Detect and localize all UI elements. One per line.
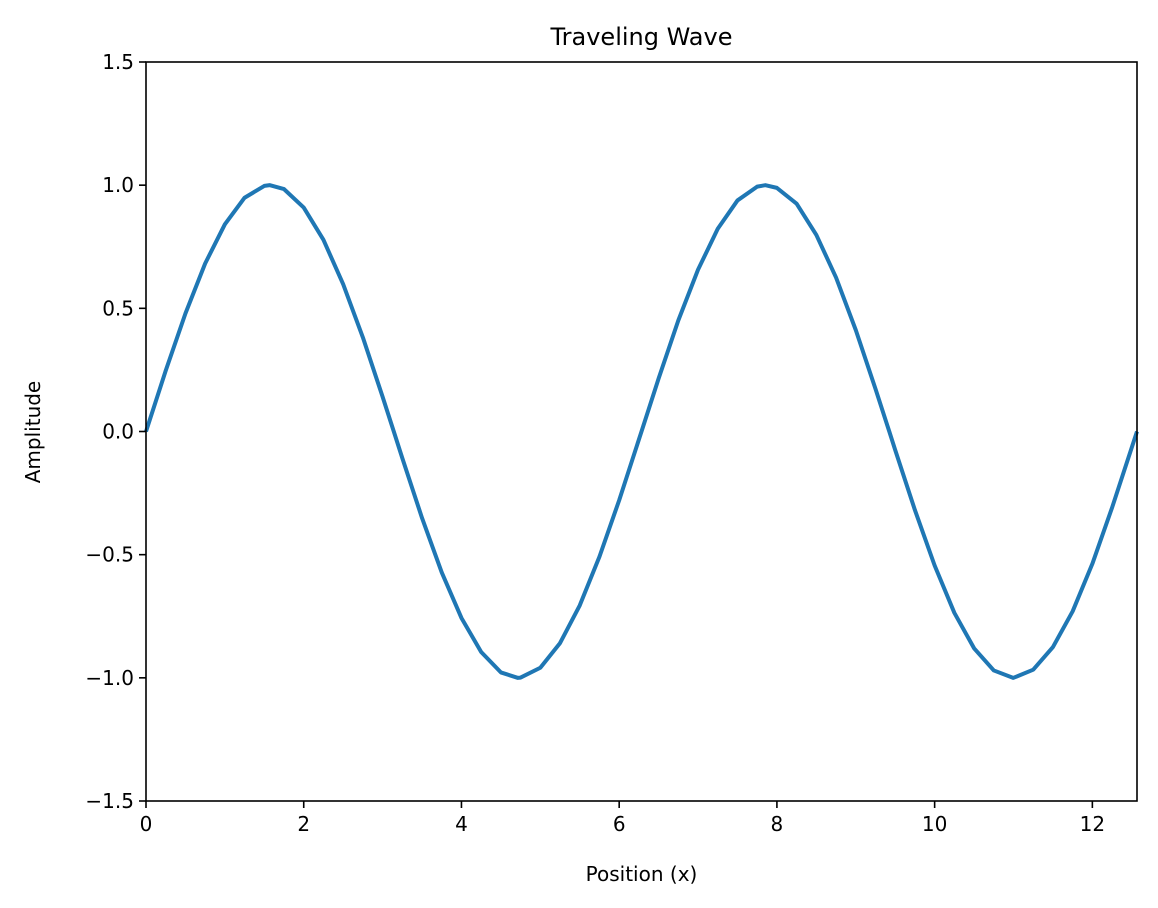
y-tick-label: −0.5 — [85, 543, 134, 567]
y-axis: −1.5 −1.0 −0.5 0.0 0.5 1.0 1.5 — [85, 50, 146, 813]
x-tick-label: 10 — [922, 812, 947, 836]
y-tick-label: 0.5 — [102, 296, 134, 320]
y-axis-label: Amplitude — [21, 381, 45, 484]
y-tick-label: −1.0 — [85, 666, 134, 690]
y-tick-label: 1.5 — [102, 50, 134, 74]
y-tick-label: −1.5 — [85, 789, 134, 813]
y-tick-label: 1.0 — [102, 173, 134, 197]
x-tick-label: 12 — [1080, 812, 1105, 836]
series-line-0 — [144, 183, 1139, 680]
plot-area — [144, 183, 1139, 680]
x-tick-label: 2 — [297, 812, 310, 836]
axes-frame — [145, 61, 1138, 802]
y-tick-label: 0.0 — [102, 420, 134, 444]
x-tick-label: 4 — [455, 812, 468, 836]
x-tick-label: 0 — [140, 812, 153, 836]
x-axis: 0 2 4 6 8 10 12 — [140, 801, 1105, 836]
x-axis-label: Position (x) — [586, 862, 698, 886]
x-tick-label: 8 — [771, 812, 784, 836]
chart-title: Traveling Wave — [550, 23, 733, 51]
x-tick-label: 6 — [613, 812, 626, 836]
